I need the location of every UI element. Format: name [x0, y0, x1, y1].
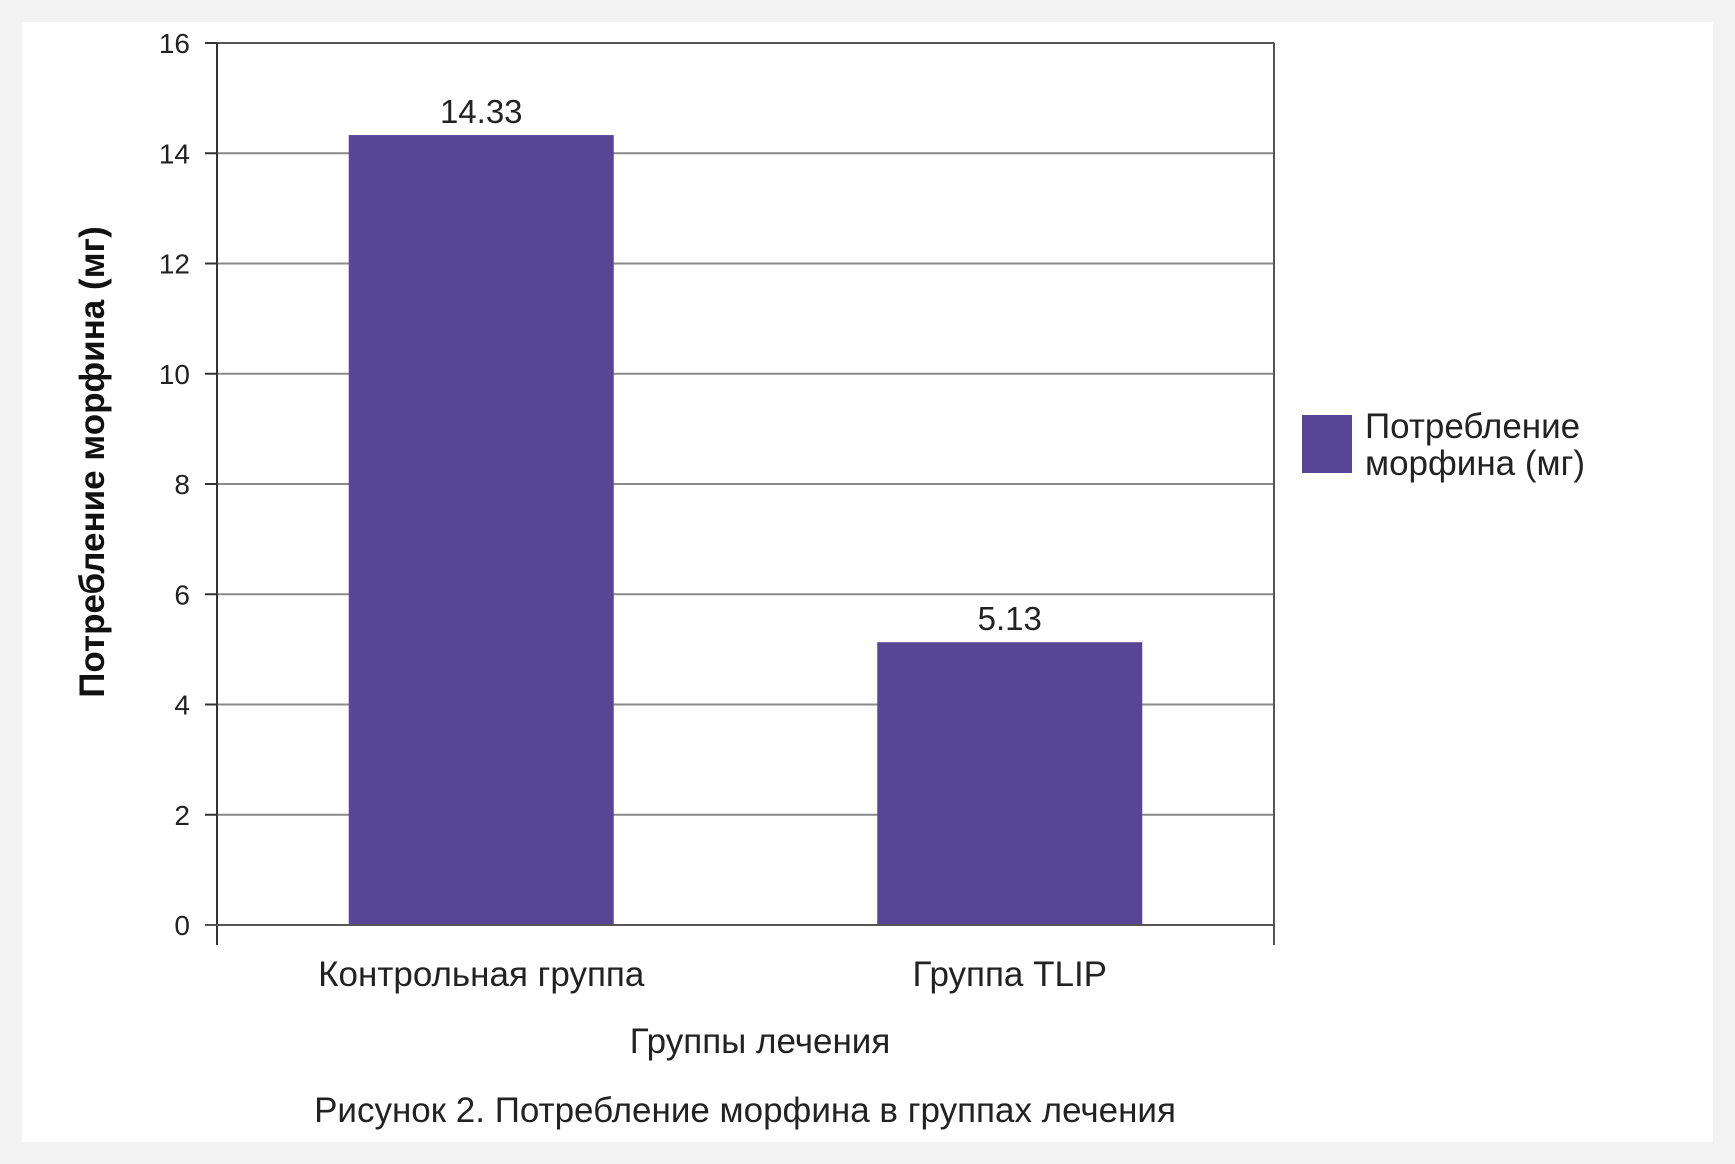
y-tick-label-4: 4 — [174, 690, 190, 721]
y-tick-label-16: 16 — [159, 28, 190, 59]
x-axis-title: Группы лечения — [630, 1022, 891, 1061]
y-tick-label-14: 14 — [159, 138, 190, 169]
y-tick-label-6: 6 — [174, 579, 190, 610]
x-category-label-0: Контрольная группа — [318, 955, 645, 994]
y-tick-label-12: 12 — [159, 249, 190, 280]
y-axis-title: Потребление морфина (мг) — [73, 226, 112, 697]
x-category-label-1: Группа TLIP — [912, 955, 1107, 994]
bar-0 — [348, 135, 614, 926]
y-tick-label-10: 10 — [159, 359, 190, 390]
legend: Потребление морфина (мг) — [1302, 407, 1590, 483]
bar-1 — [877, 642, 1143, 925]
axes — [205, 42, 1275, 945]
figure-caption: Рисунок 2. Потребление морфина в группах… — [314, 1091, 1176, 1130]
legend-label-line-1: Потребление — [1365, 407, 1580, 446]
bars — [348, 135, 1143, 926]
data-labels: 14.33 5.13 — [440, 93, 1042, 637]
y-tick-label-8: 8 — [174, 469, 190, 500]
data-label-0: 14.33 — [440, 93, 523, 130]
x-category-labels: Контрольная группа Группа TLIP — [318, 955, 1107, 994]
y-tick-labels: 0 2 4 6 8 10 12 14 16 — [159, 28, 190, 941]
legend-swatch — [1302, 415, 1352, 473]
legend-label: Потребление морфина (мг) — [1365, 407, 1590, 483]
legend-label-line-2: морфина (мг) — [1365, 444, 1585, 483]
figure-card — [22, 22, 1713, 1142]
y-tick-label-2: 2 — [174, 800, 190, 831]
data-label-1: 5.13 — [978, 600, 1042, 637]
y-tick-label-0: 0 — [174, 910, 190, 941]
